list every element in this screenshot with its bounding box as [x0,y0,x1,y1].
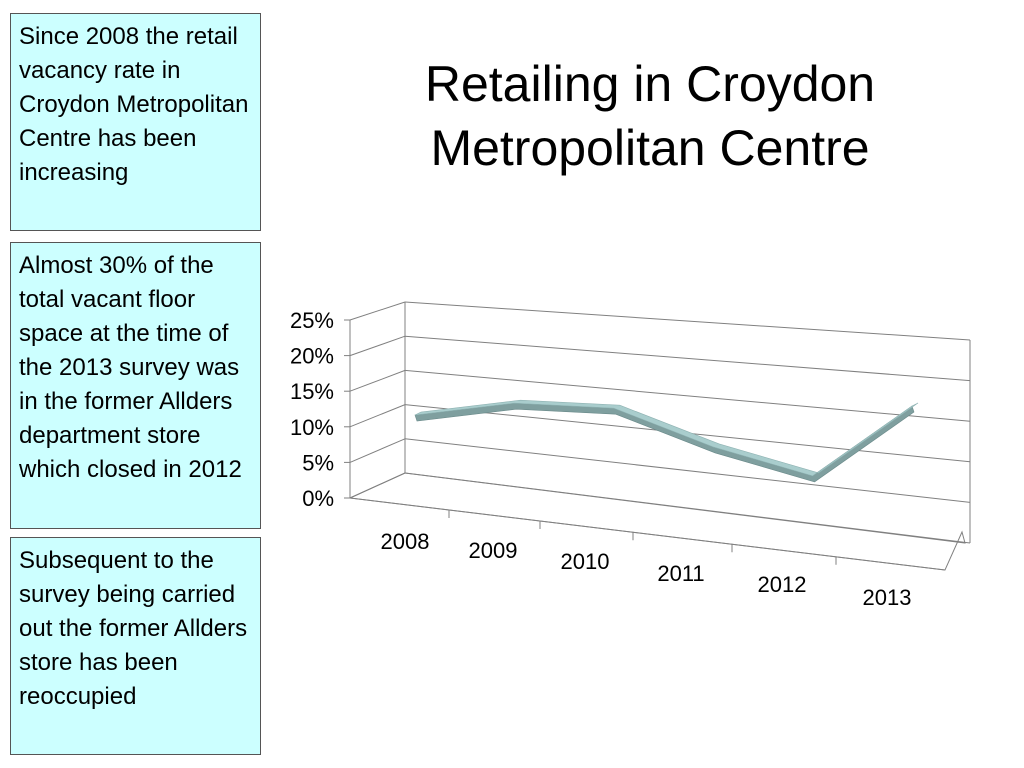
gridline-side [349,438,406,463]
x-tick-label: 2009 [469,538,518,563]
chart-gridlines [344,301,971,544]
note-allders-reoccupied-text: Subsequent to the survey being carried o… [19,547,248,710]
note-vacancy-increase: Since 2008 the retail vacancy rate in Cr… [10,13,261,231]
note-allders-reoccupied: Subsequent to the survey being carried o… [10,537,261,755]
gridline-side [349,404,406,428]
y-tick-label: 5% [302,450,334,475]
chart-y-ticks: 0% 5% 10% 15% 20% 25% [290,308,334,511]
chart-series-line [414,399,919,483]
x-tick-label: 2012 [758,572,807,597]
gridline [404,369,971,422]
gridline [404,335,971,382]
y-tick-label: 20% [290,344,334,369]
gridline-side [349,369,406,392]
note-allders-vacancy-text: Almost 30% of the total vacant floor spa… [19,252,242,483]
gridline-side [349,472,406,499]
gridline [404,301,971,341]
gridline [404,472,971,544]
note-allders-vacancy: Almost 30% of the total vacant floor spa… [10,242,261,529]
chart-floor [348,472,966,571]
floor-front-edge [349,497,946,571]
chart-x-ticks: 2008 2009 2010 2011 2012 2013 [381,509,912,610]
y-tick-label: 0% [302,486,334,511]
x-tick-label: 2008 [381,529,430,554]
note-vacancy-increase-text: Since 2008 the retail vacancy rate in Cr… [19,23,249,186]
gridline-side [349,335,406,357]
slide-title-line-2: Metropolitan Centre [430,120,870,176]
series-line-top [414,399,919,477]
gridline [404,438,971,503]
x-tick-label: 2010 [561,549,610,574]
gridline-side [349,301,406,321]
y-tick-label: 25% [290,308,334,333]
y-tick-label: 10% [290,415,334,440]
x-tick-label: 2013 [863,585,912,610]
slide-title-line-1: Retailing in Croydon [424,56,876,112]
slide-title: Retailing in Croydon Metropolitan Centre [330,52,970,180]
y-tick-label: 15% [290,379,334,404]
x-tick-label: 2011 [657,561,704,586]
series-line-side [414,402,915,483]
